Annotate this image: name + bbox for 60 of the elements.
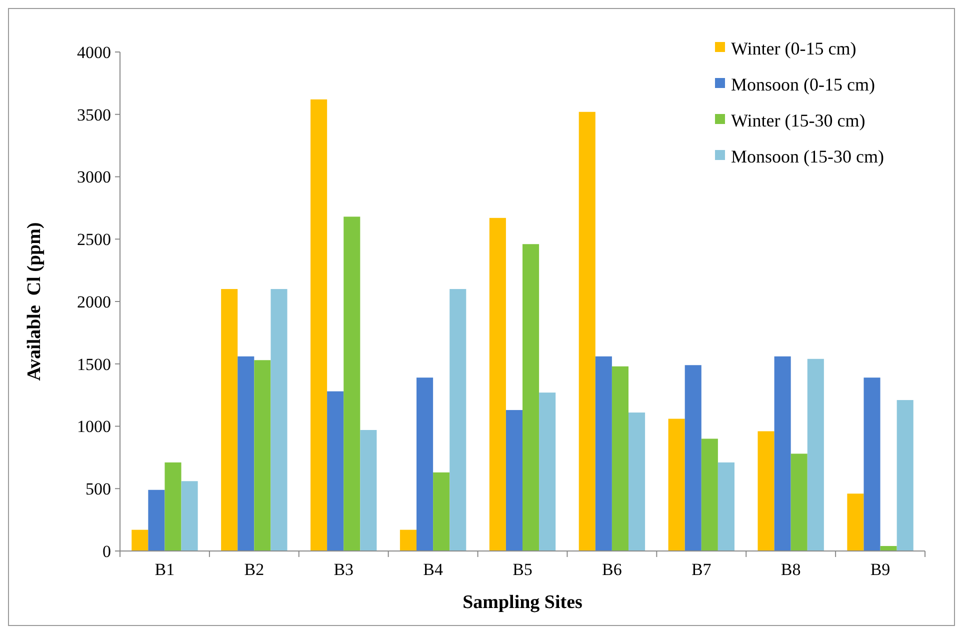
bar [164, 462, 182, 551]
bar [254, 360, 271, 551]
y-tick-label: 3000 [77, 168, 111, 187]
bar [864, 378, 880, 551]
bar [758, 431, 774, 551]
x-tick-label: B3 [334, 560, 354, 579]
bar [132, 530, 148, 551]
bar [896, 400, 914, 551]
x-axis-title: Sampling Sites [462, 592, 582, 613]
bar [450, 289, 466, 551]
x-tick-label: B6 [602, 560, 622, 579]
bar [718, 462, 734, 551]
y-tick-label: 2000 [77, 292, 111, 312]
y-tick-label: 3500 [77, 105, 111, 124]
bar [807, 358, 824, 551]
bar [701, 438, 718, 551]
bar [181, 481, 198, 551]
bar [221, 289, 238, 551]
bar [774, 356, 791, 551]
x-tick-label: B5 [512, 560, 532, 579]
bar [360, 430, 377, 551]
bar [400, 530, 417, 551]
x-tick-label: B2 [244, 560, 264, 579]
x-tick-label: B7 [691, 560, 712, 579]
legend-label: Winter (15-30 cm) [731, 110, 866, 130]
bar [433, 472, 450, 551]
y-tick-label: 4000 [77, 42, 111, 62]
y-tick-label: 0 [102, 542, 111, 561]
bar [847, 494, 864, 551]
bar [539, 392, 556, 551]
y-tick-label: 500 [86, 480, 111, 499]
x-tick-label: B8 [780, 560, 801, 579]
bar [612, 366, 628, 551]
x-tick-label: B4 [423, 560, 444, 579]
bar [270, 289, 288, 551]
bar [489, 218, 506, 551]
bar [327, 391, 344, 551]
bar [310, 99, 328, 551]
bar [506, 410, 522, 551]
legend-label: Monsoon (0-15 cm) [731, 74, 875, 94]
y-tick-label: 2500 [77, 230, 111, 250]
bar [238, 356, 254, 551]
bar [148, 490, 165, 551]
bar [880, 546, 897, 551]
y-tick-label: 1000 [77, 417, 111, 436]
bar [344, 216, 360, 551]
bar [416, 378, 434, 551]
x-tick-label: B1 [154, 560, 175, 579]
x-tick-label: B9 [870, 560, 890, 579]
bar [684, 365, 702, 551]
bar [522, 244, 540, 551]
bar [628, 412, 646, 551]
bar [790, 454, 808, 551]
y-axis-title: Available Cl (ppm) [24, 222, 45, 381]
legend-label: Winter (0-15 cm) [731, 38, 856, 58]
legend-label: Monsoon (15-30 cm) [731, 146, 884, 166]
y-tick-label: 1500 [77, 354, 111, 374]
bar [578, 112, 596, 551]
bar [595, 356, 612, 551]
bar [668, 418, 685, 551]
